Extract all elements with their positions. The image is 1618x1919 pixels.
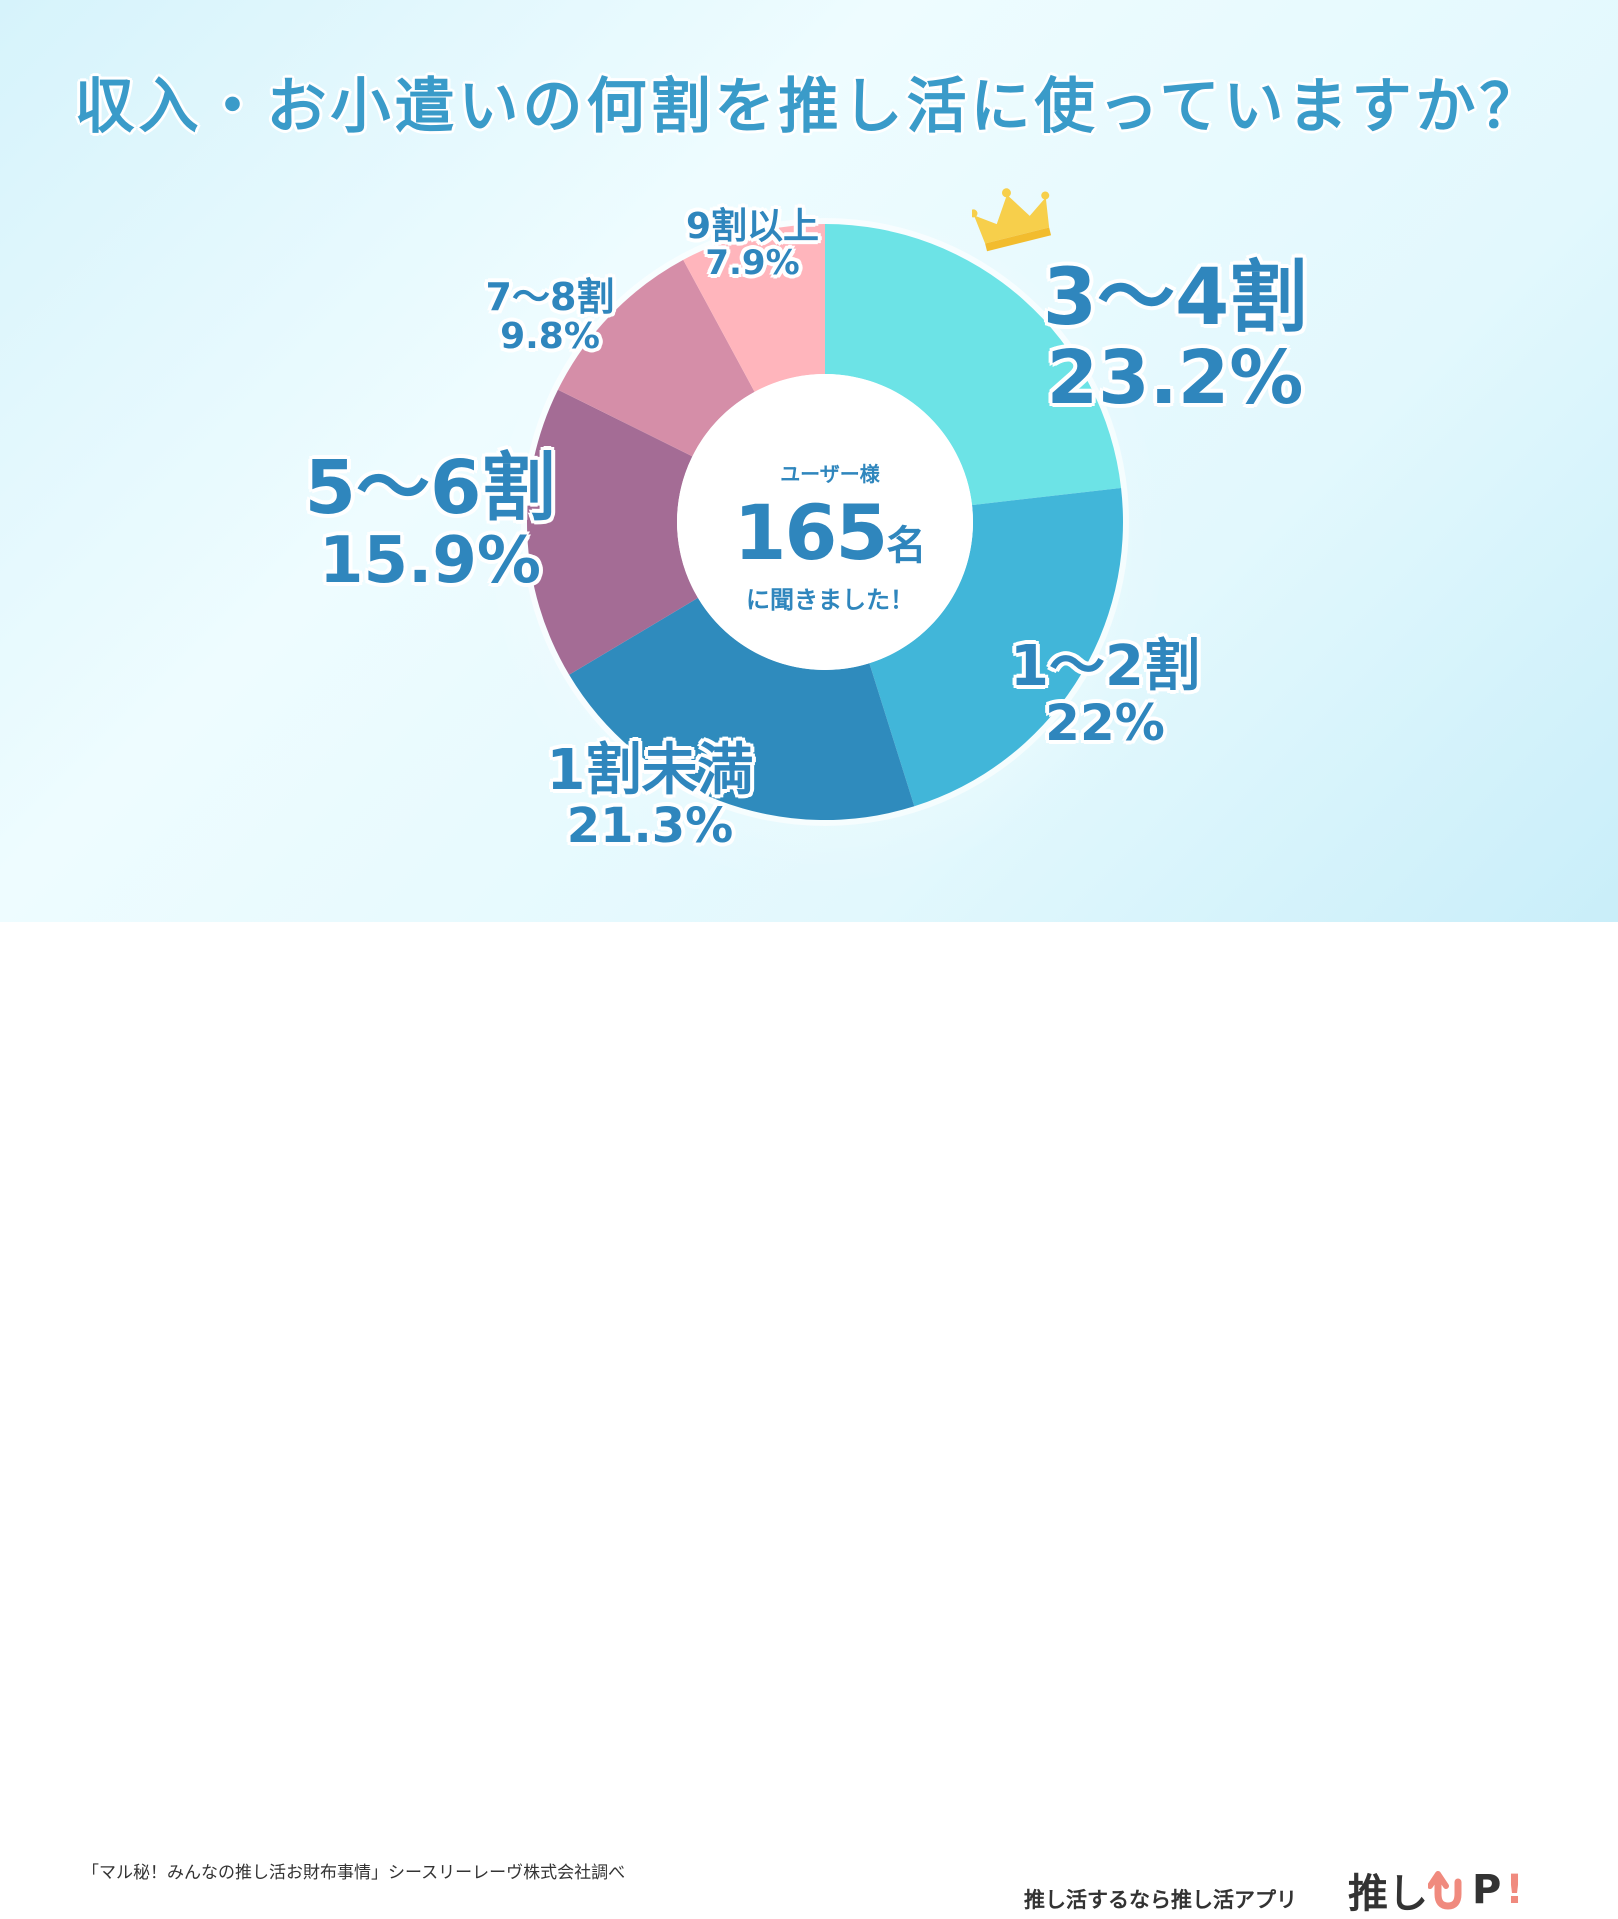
slice-category-label: 5〜6割: [304, 445, 556, 531]
slice-label-4: 7〜8割 9.8%: [470, 275, 630, 357]
brand-text: 推し: [1348, 1871, 1428, 1917]
chart-title: 収入・お小遣いの何割を推し活に使っていますか？: [74, 72, 1544, 142]
up-arrow-icon: [1428, 1871, 1462, 1910]
brand-logo: 推し P !: [1348, 1866, 1524, 1917]
respondent-count: 165名: [700, 488, 960, 577]
source-note: 「マル秘！みんなの推し活お財布事情」シースリーレーヴ株式会社調べ: [82, 1863, 626, 1883]
donut-chart: [521, 218, 1129, 826]
center-subcaption: に聞きました！: [746, 586, 914, 614]
respondent-number: 165: [733, 488, 889, 577]
slice-category-label: 1割未満: [546, 738, 754, 803]
slice-category-label: 7〜8割: [485, 275, 615, 319]
slice-category-label: 1〜2割: [1010, 634, 1200, 699]
slice-0: [825, 224, 1122, 506]
app-tagline: 推し活するなら推し活アプリ: [1024, 1888, 1297, 1912]
slice-value-label: 23.2%: [1046, 334, 1304, 421]
brand-letter: P: [1472, 1867, 1502, 1913]
slice-label-3: 5〜6割 15.9%: [300, 445, 560, 598]
slice-3: [527, 389, 698, 675]
slice-value-label: 9.8%: [500, 315, 600, 357]
crown-icon: [972, 188, 1052, 252]
slice-value-label: 22%: [1045, 693, 1165, 752]
donut-hole: [677, 374, 973, 670]
slice-category-label: 3〜4割: [1042, 253, 1308, 343]
slice-value-label: 15.9%: [318, 523, 542, 598]
slice-label-5: 9割以上 7.9%: [670, 208, 835, 281]
slice-2: [569, 597, 915, 821]
slice-value-label: 21.3%: [566, 797, 734, 854]
slice-5: [683, 224, 825, 392]
slice-label-1: 1〜2割 22%: [990, 634, 1220, 752]
slice-4: [557, 259, 755, 457]
slice-label-0: 3〜4割 23.2%: [1010, 253, 1340, 421]
slice-1: [869, 487, 1123, 807]
footer: 「マル秘！みんなの推し活お財布事情」シースリーレーヴ株式会社調べ 推し活するなら…: [0, 922, 1618, 1917]
slice-value-label: 7.9%: [705, 242, 800, 283]
slice-label-2: 1割未満 21.3%: [520, 738, 780, 854]
chart-area: 収入・お小遣いの何割を推し活に使っていますか？ 3〜4割 23.2% 1〜2割 22%…: [0, 0, 1618, 922]
brand-mark: !: [1505, 1867, 1524, 1913]
slice-category-label: 9割以上: [685, 206, 820, 247]
respondent-unit: 名: [886, 523, 927, 569]
center-caption: ユーザー様: [780, 462, 880, 486]
